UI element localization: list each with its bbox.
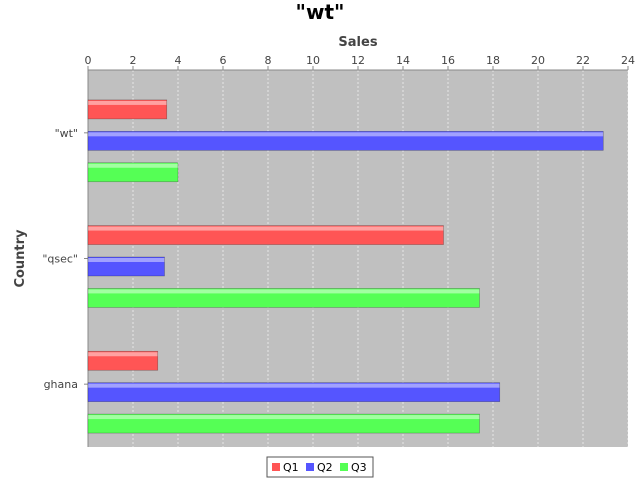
bar-outline	[87, 288, 480, 308]
x-tick-label: 10	[306, 54, 320, 67]
bar-outline	[87, 131, 604, 151]
bar-q1	[88, 99, 167, 119]
x-tick-label: 12	[351, 54, 365, 67]
x-tick-label: 8	[265, 54, 272, 67]
bar-highlight	[88, 226, 444, 231]
bars	[87, 99, 604, 434]
bar-highlight	[88, 383, 500, 388]
bar-q3	[88, 162, 178, 182]
chart-title: "wt"	[296, 0, 345, 24]
legend-swatch-q3	[340, 463, 348, 471]
bar-outline	[87, 225, 444, 245]
x-tick-label: 16	[441, 54, 455, 67]
bar-highlight	[88, 352, 158, 357]
bar-q1	[88, 225, 444, 245]
bar-q3	[88, 414, 480, 434]
bar-highlight	[88, 132, 604, 137]
bar-outline	[87, 350, 159, 371]
axes: 0 2 4 6 8 10 12 14 16 18 20 22 24"wt""qsec"ghana	[42, 54, 635, 447]
legend-label: Q3	[351, 461, 367, 474]
x-tick-label: 22	[576, 54, 590, 67]
legend-box	[266, 456, 374, 478]
bar-highlight	[88, 100, 167, 105]
x-tick-label: 24	[621, 54, 635, 67]
bar-q2	[88, 257, 165, 276]
x-tick-label: 14	[396, 54, 410, 67]
bar-highlight	[88, 258, 165, 262]
legend-swatch-q2	[306, 463, 314, 471]
x-axis-title: Sales	[338, 35, 377, 50]
bar-highlight	[88, 163, 178, 168]
bar-highlight	[88, 415, 480, 420]
category-label: "qsec"	[42, 253, 78, 266]
category-label: "wt"	[55, 127, 78, 140]
bar-q2	[88, 382, 500, 402]
bar-outline	[87, 162, 179, 183]
y-axis-title: Country	[13, 229, 28, 288]
x-tick-label: 0	[85, 54, 92, 67]
bar-q2	[88, 131, 604, 151]
x-tick-label: 6	[220, 54, 227, 67]
x-tick-label: 20	[531, 54, 545, 67]
bar-outline	[87, 99, 168, 120]
bar-outline	[87, 413, 480, 434]
legend-swatch-q1	[272, 463, 280, 471]
legend-label: Q2	[317, 461, 333, 474]
x-tick-label: 4	[175, 54, 182, 67]
bar-outline	[87, 256, 165, 277]
bar-highlight	[88, 289, 480, 294]
bar-q3	[88, 288, 480, 308]
x-tick-label: 2	[130, 54, 137, 67]
legend: Q1 Q2 Q3	[266, 456, 374, 478]
category-label: ghana	[44, 378, 78, 391]
bar-q1	[88, 351, 158, 371]
legend-label: Q1	[283, 461, 299, 474]
x-tick-label: 18	[486, 54, 500, 67]
bar-outline	[87, 382, 501, 402]
